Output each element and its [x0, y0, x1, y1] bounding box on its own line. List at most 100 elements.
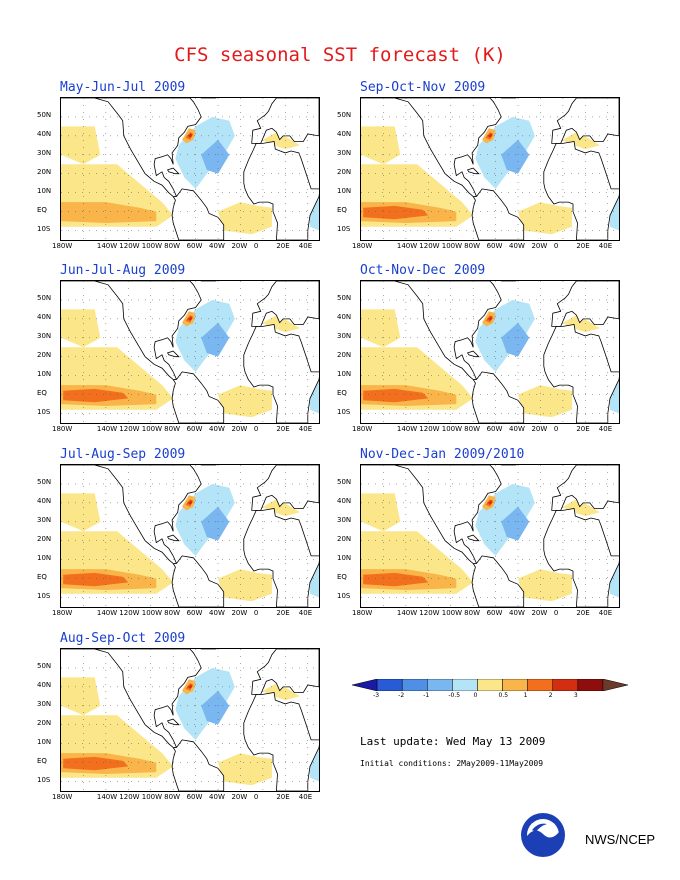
lon-tick-label: 140W	[96, 793, 118, 801]
lon-tick-label: 20E	[276, 609, 290, 617]
lat-tick-label: 40N	[37, 129, 52, 138]
lon-tick-label: 120W	[119, 609, 140, 617]
lat-tick-label: 50N	[37, 293, 52, 302]
lat-tick-label: 10N	[37, 369, 52, 378]
lon-tick-label: 100W	[141, 793, 163, 801]
lon-tick-label: 40W	[209, 425, 225, 433]
lat-tick-label: 40N	[37, 680, 52, 689]
panel-title: May-Jun-Jul 2009	[60, 80, 186, 95]
lat-tick-label: 20N	[337, 167, 352, 176]
lon-tick-label: 80W	[464, 609, 481, 617]
lat-tick-label: 10S	[37, 224, 51, 233]
lat-tick-label: 10S	[337, 591, 351, 600]
panel-title: Oct-Nov-Dec 2009	[360, 263, 486, 278]
lon-tick-label: 140W	[396, 609, 418, 617]
lon-tick-label: 140W	[396, 242, 418, 250]
lon-tick-label: 120W	[419, 609, 440, 617]
colorbar-label: 1	[523, 692, 528, 699]
lat-tick-label: 10N	[337, 369, 352, 378]
colorbar-segment	[427, 679, 453, 691]
lat-tick-label: 20N	[37, 534, 52, 543]
colorbar-segment	[602, 679, 628, 691]
colorbar-label: -1	[423, 692, 430, 699]
lon-tick-label: 40E	[298, 425, 313, 433]
lon-tick-label: 180W	[352, 609, 373, 617]
lat-tick-label: 10N	[337, 553, 352, 562]
lon-tick-label: 140W	[96, 609, 118, 617]
lon-tick-label: 180W	[52, 425, 73, 433]
lat-tick-label: 20N	[37, 167, 52, 176]
panel-title: Aug-Sep-Oct 2009	[60, 631, 186, 646]
nws-ncep-label: NWS/NCEP	[585, 832, 656, 847]
lat-tick-label: 10S	[37, 775, 51, 784]
lon-tick-label: 80W	[164, 425, 181, 433]
initial-conditions-text: Initial conditions: 2May2009-11May2009	[360, 759, 544, 768]
lat-tick-label: EQ	[37, 756, 47, 765]
lat-tick-label: 50N	[37, 110, 52, 119]
colorbar-segment	[577, 679, 604, 691]
lon-tick-label: 180W	[52, 609, 73, 617]
colorbar-label: -0.5	[448, 692, 461, 699]
panel-title: Sep-Oct-Nov 2009	[360, 80, 486, 95]
lon-tick-label: 80W	[464, 242, 481, 250]
colorbar-label: 2	[548, 692, 553, 699]
lon-tick-label: 100W	[141, 609, 163, 617]
lat-tick-label: 10N	[37, 186, 52, 195]
lon-tick-label: 60W	[186, 793, 203, 801]
lon-tick-label: 20E	[576, 425, 590, 433]
lat-tick-label: 50N	[337, 293, 352, 302]
lon-tick-label: 100W	[141, 242, 163, 250]
lat-tick-label: EQ	[337, 205, 347, 214]
lat-tick-label: 40N	[337, 129, 352, 138]
lon-tick-label: 140W	[396, 425, 418, 433]
lon-tick-label: 40E	[298, 609, 313, 617]
lat-tick-label: 30N	[37, 331, 52, 340]
lat-tick-label: 50N	[337, 110, 352, 119]
lat-tick-label: 30N	[37, 699, 52, 708]
lat-tick-label: 40N	[37, 312, 52, 321]
lat-tick-label: 10S	[37, 591, 51, 600]
lon-tick-label: 60W	[486, 425, 503, 433]
colorbar-segment	[502, 679, 528, 691]
colorbar-label: 0.5	[498, 692, 509, 699]
last-update-text: Last update: Wed May 13 2009	[360, 735, 546, 748]
lat-tick-label: 30N	[337, 331, 352, 340]
lat-tick-label: EQ	[37, 388, 47, 397]
colorbar-segment	[477, 679, 503, 691]
noaa-logo	[521, 813, 565, 857]
lat-tick-label: EQ	[37, 205, 47, 214]
lon-tick-label: 80W	[164, 242, 181, 250]
lon-tick-label: 100W	[141, 425, 163, 433]
lon-tick-label: 40W	[509, 242, 525, 250]
sst-map-panel	[60, 97, 320, 241]
lon-tick-label: 40E	[298, 793, 313, 801]
lat-tick-label: 30N	[37, 148, 52, 157]
colorbar	[352, 679, 628, 691]
lon-tick-label: 60W	[186, 425, 203, 433]
lon-tick-label: 120W	[119, 242, 140, 250]
lon-tick-label: 60W	[486, 242, 503, 250]
lat-tick-label: 50N	[37, 477, 52, 486]
lat-tick-label: 30N	[337, 515, 352, 524]
lat-tick-label: 10S	[337, 224, 351, 233]
lat-tick-label: 40N	[37, 496, 52, 505]
panel-title: Jun-Jul-Aug 2009	[60, 263, 186, 278]
lon-tick-label: 180W	[352, 425, 373, 433]
lon-tick-label: 40E	[598, 425, 613, 433]
colorbar-segment	[352, 679, 378, 691]
sst-map-panel	[60, 464, 320, 608]
lon-tick-label: 0	[253, 242, 259, 250]
lon-tick-label: 20W	[231, 793, 248, 801]
lon-tick-label: 120W	[119, 793, 140, 801]
sst-map-panel	[360, 97, 620, 241]
colorbar-label: 3	[573, 692, 578, 699]
lon-tick-label: 0	[553, 242, 559, 250]
lon-tick-label: 140W	[96, 242, 118, 250]
sst-map-panel	[360, 464, 620, 608]
lon-tick-label: 40W	[509, 425, 525, 433]
lat-tick-label: EQ	[37, 572, 47, 581]
lon-tick-label: 20W	[231, 242, 248, 250]
lat-tick-label: 20N	[337, 350, 352, 359]
lon-tick-label: 180W	[52, 793, 73, 801]
lon-tick-label: 20W	[531, 242, 548, 250]
